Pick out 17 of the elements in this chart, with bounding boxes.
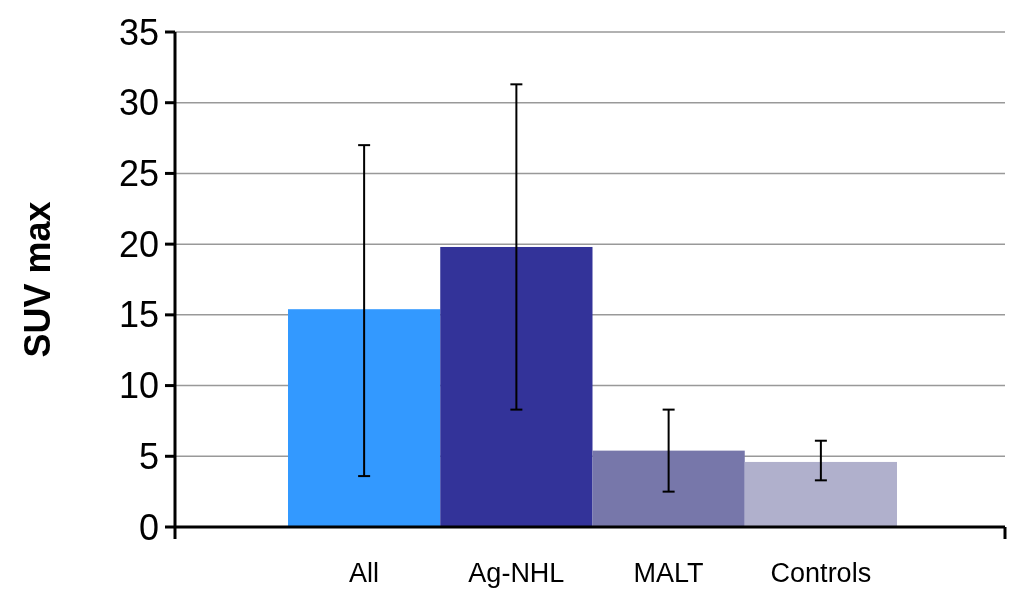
x-tick-label: All — [349, 558, 380, 588]
x-tick-label: Controls — [770, 558, 872, 588]
bar — [440, 246, 593, 527]
x-tick-label: MALT — [633, 558, 704, 588]
x-tick-label: Ag-NHL — [468, 558, 565, 588]
y-tick-label: 0 — [138, 506, 159, 548]
y-tick-label: 20 — [118, 223, 159, 265]
y-tick-label: 25 — [118, 153, 159, 195]
bar — [288, 309, 441, 527]
bar — [592, 450, 745, 527]
bar — [744, 461, 897, 527]
y-tick-label: 10 — [118, 365, 159, 407]
y-tick-label: 5 — [138, 435, 159, 477]
y-tick-label: 35 — [118, 11, 159, 53]
y-axis-title: SUV max — [17, 201, 58, 358]
y-tick-label: 30 — [118, 82, 159, 124]
y-tick-label: 15 — [118, 294, 159, 336]
